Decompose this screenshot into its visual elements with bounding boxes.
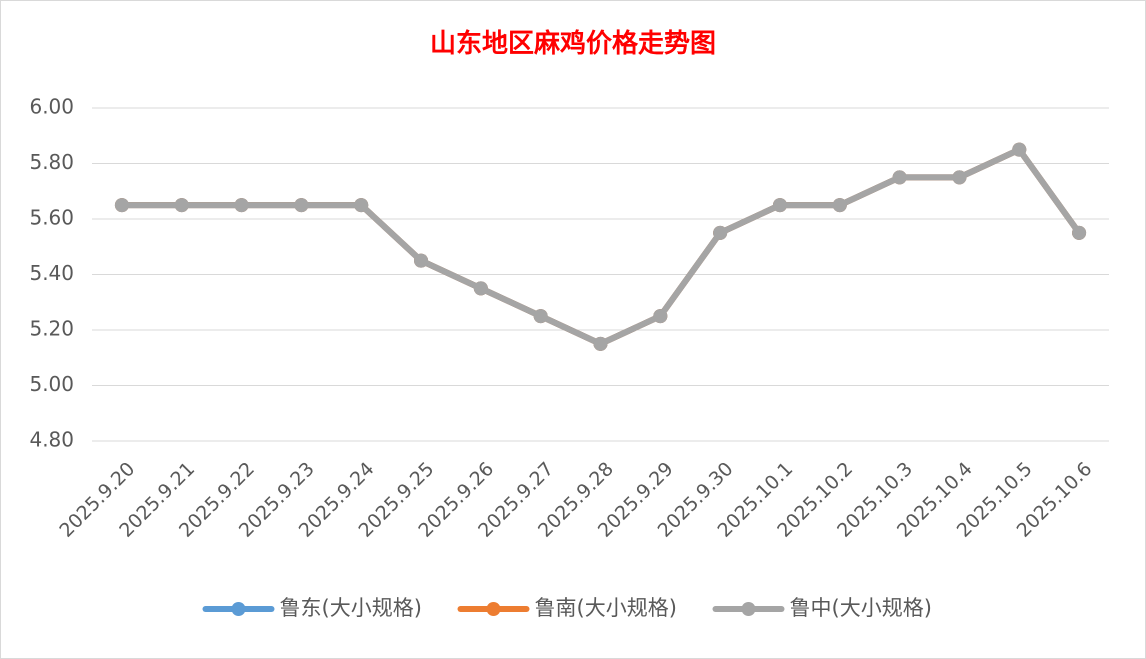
data-point (234, 198, 249, 213)
data-point (952, 170, 967, 185)
data-point (653, 309, 668, 324)
data-point (1072, 225, 1087, 240)
y-tick-label: 6.00 (29, 95, 74, 119)
legend-marker (741, 602, 756, 616)
legend-label: 鲁东(大小规格) (280, 596, 422, 620)
y-tick-label: 5.40 (29, 261, 74, 285)
y-tick-label: 4.80 (29, 428, 74, 452)
data-point (354, 198, 369, 213)
y-tick-label: 5.00 (29, 372, 74, 396)
data-point (593, 336, 608, 351)
legend-label: 鲁南(大小规格) (535, 596, 677, 620)
data-point (114, 198, 129, 213)
data-point (533, 309, 548, 324)
y-tick-label: 5.20 (29, 317, 74, 341)
data-point (473, 281, 488, 296)
y-tick-label: 5.80 (29, 150, 74, 174)
data-point (1012, 142, 1027, 157)
data-point (414, 253, 429, 268)
chart-title: 山东地区麻鸡价格走势图 (430, 28, 716, 59)
data-point (772, 198, 787, 213)
data-point (832, 198, 847, 213)
data-point (892, 170, 907, 185)
legend-label: 鲁中(大小规格) (790, 596, 932, 620)
data-point (294, 198, 309, 213)
data-point (174, 198, 189, 213)
y-tick-label: 5.60 (29, 206, 74, 230)
data-point (713, 225, 728, 240)
legend-marker (231, 602, 246, 616)
legend-marker (486, 602, 501, 616)
